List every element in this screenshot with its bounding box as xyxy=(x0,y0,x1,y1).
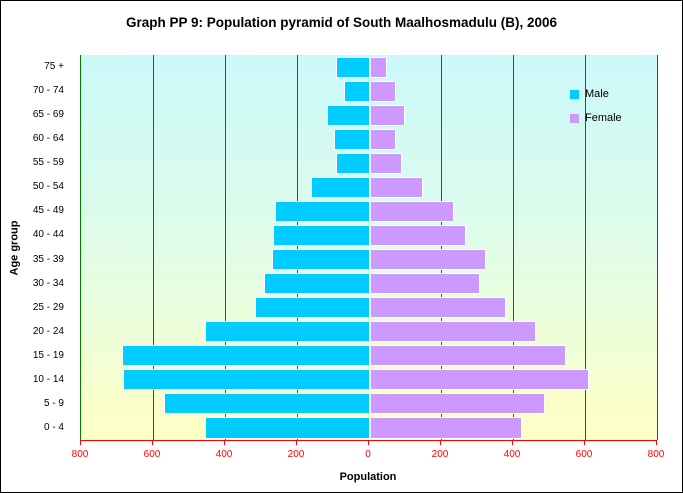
bar-female-70-74 xyxy=(370,80,397,102)
bar-female-35-39 xyxy=(370,249,486,271)
age-label-20-24: 20 - 24 xyxy=(32,325,64,337)
x-tick-label-3: 200 xyxy=(287,449,305,460)
bar-female-20-24 xyxy=(370,321,537,343)
bar-male-10-14 xyxy=(123,369,370,391)
bar-male-40-44 xyxy=(273,224,370,246)
age-label-55-59: 55 - 59 xyxy=(32,157,64,169)
x-tick-2 xyxy=(224,441,225,445)
age-label-70-74: 70 - 74 xyxy=(32,85,64,97)
bar-female-45-49 xyxy=(370,200,454,222)
legend-item-male: Male xyxy=(570,82,622,106)
bar-male-30-34 xyxy=(263,273,370,295)
x-tick-6 xyxy=(512,441,513,445)
age-label-50-54: 50 - 54 xyxy=(32,181,64,193)
bar-male-75+ xyxy=(335,56,370,78)
x-axis-title: Population xyxy=(339,471,397,483)
x-tick-label-7: 600 xyxy=(575,449,593,460)
age-label-0-4: 0 - 4 xyxy=(43,421,64,433)
bar-female-55-59 xyxy=(370,152,403,174)
x-tick-3 xyxy=(296,441,297,445)
x-tick-1 xyxy=(152,441,153,445)
bar-female-60-64 xyxy=(370,128,397,150)
x-tick-0 xyxy=(80,441,81,445)
bar-male-15-19 xyxy=(122,345,370,367)
bar-female-10-14 xyxy=(370,369,589,391)
bar-male-25-29 xyxy=(254,297,370,319)
age-label-5-9: 5 - 9 xyxy=(43,397,64,409)
bar-female-15-19 xyxy=(370,345,566,367)
legend-item-female: Female xyxy=(570,106,622,130)
gridline-400 xyxy=(224,55,226,440)
x-tick-label-1: 600 xyxy=(143,449,161,460)
gridline-200 xyxy=(440,55,442,440)
bar-male-60-64 xyxy=(334,128,370,150)
age-label-45-49: 45 - 49 xyxy=(32,205,64,217)
x-tick-label-0: 800 xyxy=(71,449,89,460)
x-axis-line xyxy=(80,440,657,441)
bar-female-40-44 xyxy=(370,224,467,246)
gridline-600 xyxy=(584,55,586,440)
bar-female-75+ xyxy=(370,56,388,78)
bar-male-20-24 xyxy=(205,321,370,343)
x-tick-label-6: 400 xyxy=(503,449,521,460)
bar-female-5-9 xyxy=(370,393,546,415)
bar-male-0-4 xyxy=(204,417,370,439)
male-swatch-icon xyxy=(570,89,579,99)
plot-area: Male Female xyxy=(80,55,658,440)
age-label-10-14: 10 - 14 xyxy=(32,373,64,385)
legend-label-female: Female xyxy=(585,112,622,124)
bar-female-65-69 xyxy=(370,104,406,126)
gridline-200 xyxy=(296,55,298,440)
age-label-60-64: 60 - 64 xyxy=(32,133,64,145)
x-tick-label-2: 400 xyxy=(215,449,233,460)
bar-male-35-39 xyxy=(271,249,370,271)
age-label-30-34: 30 - 34 xyxy=(32,277,64,289)
legend: Male Female xyxy=(570,82,622,130)
bar-male-65-69 xyxy=(327,104,370,126)
x-tick-label-8: 800 xyxy=(647,449,665,460)
age-label-75+: 75 + xyxy=(44,61,64,72)
bar-female-0-4 xyxy=(370,417,522,439)
bar-male-50-54 xyxy=(311,176,370,198)
age-label-15-19: 15 - 19 xyxy=(32,349,64,361)
chart-title: Graph PP 9: Population pyramid of South … xyxy=(125,15,558,30)
age-group-labels: 75 + 70 - 74 65 - 69 60 - 64 55 - 59 50 - 54 4… xyxy=(1,55,72,440)
age-label-25-29: 25 - 29 xyxy=(32,301,64,313)
x-tick-label-5: 200 xyxy=(431,449,449,460)
gridline-400 xyxy=(512,55,514,440)
bar-male-55-59 xyxy=(335,152,370,174)
x-tick-5 xyxy=(440,441,441,445)
female-swatch-icon xyxy=(570,113,579,123)
age-label-35-39: 35 - 39 xyxy=(32,253,64,265)
gridline-600 xyxy=(152,55,154,440)
x-tick-7 xyxy=(584,441,585,445)
bar-female-30-34 xyxy=(370,273,481,295)
legend-label-male: Male xyxy=(585,88,609,100)
age-label-65-69: 65 - 69 xyxy=(32,109,64,121)
bar-male-5-9 xyxy=(163,393,370,415)
x-tick-label-4: 0 xyxy=(365,449,371,460)
bar-male-45-49 xyxy=(274,200,370,222)
bar-male-70-74 xyxy=(343,80,370,102)
bar-female-25-29 xyxy=(370,297,506,319)
age-label-40-44: 40 - 44 xyxy=(32,229,64,241)
bar-female-50-54 xyxy=(370,176,423,198)
x-tick-8 xyxy=(656,441,657,445)
x-tick-4 xyxy=(368,441,369,445)
